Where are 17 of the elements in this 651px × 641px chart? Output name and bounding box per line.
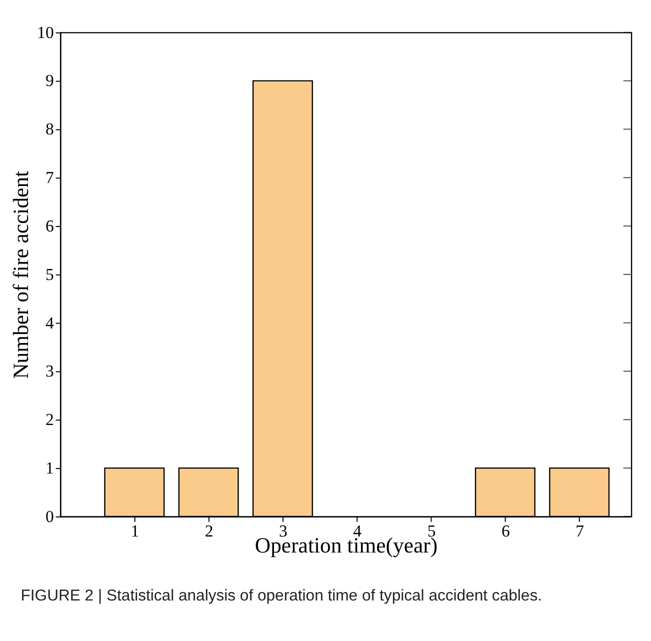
- x-tick-label: 7: [576, 522, 584, 541]
- y-tick-label: 8: [45, 120, 54, 139]
- y-axis-title: Number of fire accident: [9, 170, 34, 379]
- y-tick-label: 0: [45, 506, 54, 526]
- y-tick-label: 3: [45, 362, 54, 381]
- x-tick-label: 2: [204, 522, 214, 541]
- y-tick-label: 6: [45, 216, 54, 236]
- caption: FIGURE 2 | Statistical analysis of operation time of typical accident cables.: [20, 587, 542, 604]
- y-tick-label: 9: [45, 71, 54, 90]
- y-tick-label: 5: [45, 264, 54, 284]
- y-tick-label: 2: [45, 410, 54, 430]
- x-tick-label: 6: [501, 522, 510, 541]
- y-tick-label: 1: [45, 458, 54, 478]
- y-tick-label: 10: [37, 22, 54, 42]
- y-tick-label: 4: [45, 313, 54, 332]
- y-tick-label: 7: [45, 168, 54, 188]
- x-tick-label: 1: [130, 522, 140, 541]
